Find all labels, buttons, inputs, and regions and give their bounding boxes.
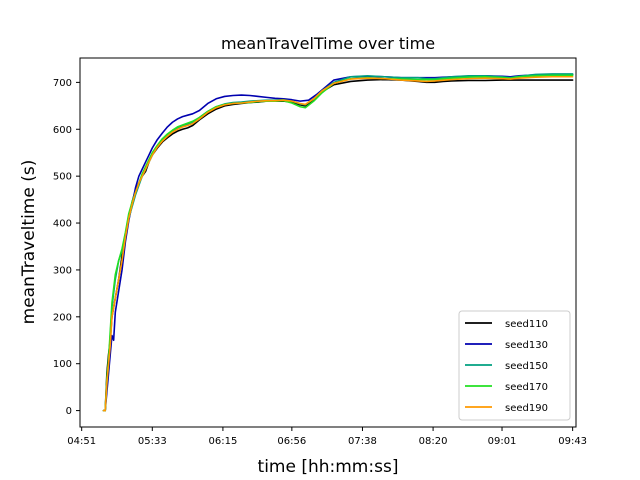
x-tick-label: 07:38	[348, 436, 377, 447]
x-tick-label: 06:56	[277, 436, 306, 447]
plot-frame	[79, 57, 577, 428]
y-tick-label: 300	[53, 265, 72, 276]
x-tick-label: 04:51	[67, 436, 96, 447]
series-layer	[102, 73, 574, 412]
y-tick-label: 200	[53, 312, 72, 323]
x-tick-label: 09:43	[558, 436, 587, 447]
x-tick-label: 05:33	[138, 436, 167, 447]
legend-label-seed110: seed110	[505, 319, 548, 330]
x-axis-label: time [hh:mm:ss]	[258, 457, 399, 477]
y-tick-label: 500	[53, 172, 72, 183]
y-axis-label: meanTraveltime (s)	[19, 160, 39, 325]
x-tick-label: 09:01	[488, 436, 517, 447]
legend-label-seed130: seed130	[505, 340, 548, 351]
legend-box	[458, 310, 571, 421]
legend-label-seed170: seed170	[505, 382, 548, 393]
legend-label-seed190: seed190	[505, 403, 548, 414]
y-tick-label: 400	[53, 219, 72, 230]
y-tick-label: 600	[53, 125, 72, 136]
y-axis: 0 100 200 300 400 500 600 700	[53, 78, 80, 417]
legend-items: seed110 seed130 seed150 seed170 seed190	[465, 319, 548, 414]
x-tick-label: 06:15	[209, 436, 238, 447]
y-tick-label: 700	[53, 78, 72, 89]
chart-title: meanTravelTime over time	[221, 34, 435, 53]
y-tick-label: 0	[66, 406, 72, 417]
legend: seed110 seed130 seed150 seed170 seed190	[458, 310, 571, 421]
x-tick-label: 08:20	[419, 436, 448, 447]
y-tick-label: 100	[53, 359, 72, 370]
series-line-seed190	[102, 75, 574, 412]
legend-label-seed150: seed150	[505, 361, 548, 372]
x-axis: 04:51 05:33 06:15 06:56 07:38 08:20 09:01 09:43	[67, 427, 587, 447]
